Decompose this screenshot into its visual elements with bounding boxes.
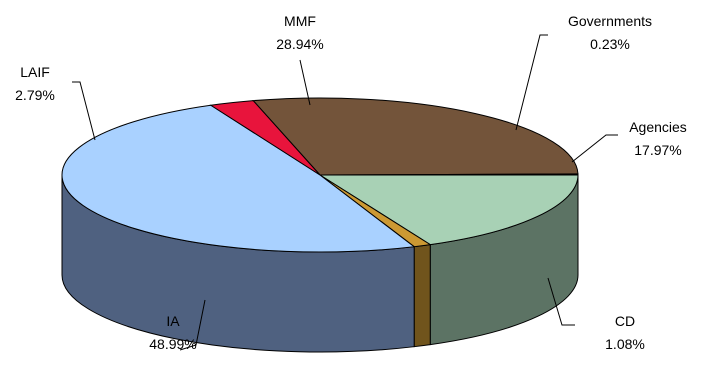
slice-label-mmf: MMF	[284, 13, 316, 29]
slice-label-agencies: Agencies	[629, 119, 687, 135]
leader-line-mmf	[299, 59, 311, 106]
pie-tops	[61, 97, 579, 253]
slice-percent-governments: 0.23%	[590, 36, 630, 52]
leader-line-ia	[179, 299, 206, 351]
slice-label-ia: IA	[166, 313, 180, 329]
slice-label-laif: LAIF	[20, 64, 50, 80]
pie-slice-agencies	[318, 174, 579, 246]
leader-line-agencies	[571, 134, 618, 163]
pie-slice-ia	[61, 104, 416, 253]
slice-percent-mmf: 28.94%	[276, 36, 323, 52]
slice-percent-cd: 1.08%	[605, 336, 645, 352]
pie-slice-laif	[209, 100, 321, 176]
slice-label-governments: Governments	[568, 13, 652, 29]
leader-line-governments	[515, 34, 548, 131]
leader-line-cd	[547, 277, 575, 326]
leader-lines	[72, 34, 618, 351]
pie-slice-mmf	[252, 97, 579, 176]
slice-percent-ia: 48.99%	[149, 336, 196, 352]
pie-side-cd	[413, 244, 431, 348]
leader-line-laif	[72, 81, 96, 141]
slice-label-cd: CD	[615, 313, 635, 329]
slice-percent-laif: 2.79%	[15, 87, 55, 103]
slice-labels: MMF 28.94% Governments 0.23% Agencies 17.97% C…	[15, 13, 687, 352]
slice-percent-agencies: 17.97%	[634, 142, 681, 158]
